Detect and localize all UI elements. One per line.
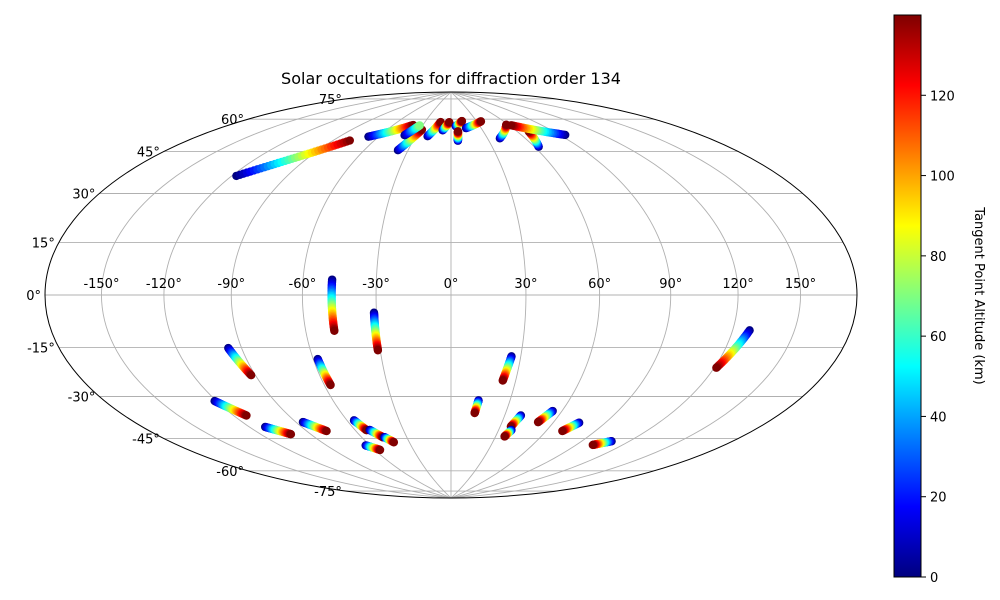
lat-tick-label: 75° <box>319 93 342 108</box>
occultation-track <box>327 275 339 335</box>
track-point <box>558 426 567 436</box>
occultation-track <box>361 441 385 455</box>
colorbar-tick-label: 20 <box>930 491 947 506</box>
occultation-track <box>558 418 584 436</box>
occultation-track <box>495 120 511 143</box>
track-point <box>246 371 256 380</box>
track-point <box>498 376 507 385</box>
map-boundary <box>44 91 858 499</box>
track-point <box>533 417 543 427</box>
occultation-track <box>380 432 399 447</box>
lat-tick-label: 30° <box>72 188 95 203</box>
colorbar-gradient <box>893 14 922 578</box>
occultation-track <box>506 411 526 431</box>
lat-tick-label: -75° <box>314 485 342 500</box>
track-point <box>457 116 467 126</box>
occultation-tracks <box>210 116 754 455</box>
lon-tick-label: 0° <box>444 277 459 292</box>
lat-tick-label: -30° <box>68 391 96 406</box>
chart-title: Solar occultations for diffraction order… <box>281 69 621 88</box>
track-point <box>345 136 354 145</box>
occultation-track <box>369 308 383 355</box>
track-point <box>500 432 509 441</box>
track-point <box>286 430 296 439</box>
lon-tick-label: 150° <box>785 277 816 292</box>
track-point <box>445 118 454 127</box>
lon-tick-label: -90° <box>217 277 245 292</box>
lon-tick-label: 30° <box>514 277 537 292</box>
occultation-track <box>210 396 251 420</box>
lat-tick-label: 0° <box>26 289 41 304</box>
occultation-track <box>712 326 754 372</box>
occultation-track <box>498 352 516 385</box>
occultation-track <box>533 406 557 427</box>
occultation-track <box>507 121 570 140</box>
track-point <box>588 440 598 450</box>
occultation-track <box>298 417 331 436</box>
track-point <box>322 426 331 436</box>
occultation-track <box>588 437 616 450</box>
map-area: -150° -120° -90° -60° -30° 0° 30° 60° 90° 120° 150… <box>26 91 858 500</box>
latitude-tick-labels: -75° -60° -45° -30° -15° 0° 15° 30° 45° 60° 75° <box>26 93 342 500</box>
lat-tick-label: 15° <box>32 236 55 251</box>
occultation-track <box>393 125 427 155</box>
occultation-track <box>453 127 463 145</box>
track-point <box>375 445 385 455</box>
occultation-track <box>313 354 335 390</box>
lat-tick-label: -60° <box>216 465 244 480</box>
lon-tick-label: 90° <box>659 277 682 292</box>
occultation-track <box>224 343 256 380</box>
colorbar-tick-label: 80 <box>930 250 947 265</box>
occultation-track <box>400 121 424 140</box>
colorbar-tick-label: 40 <box>930 410 947 425</box>
track-point <box>389 438 399 447</box>
track-point <box>326 380 335 390</box>
occultation-track <box>261 422 296 439</box>
track-point <box>470 408 479 418</box>
occultation-track <box>438 118 454 135</box>
lat-tick-label: -45° <box>132 433 160 448</box>
lat-tick-label: 45° <box>137 145 160 160</box>
occultation-track <box>364 120 418 141</box>
occultation-track <box>500 425 516 441</box>
colorbar-tick-label: 0 <box>930 571 938 586</box>
lon-tick-label: -30° <box>362 277 390 292</box>
track-point <box>373 346 383 355</box>
track-point <box>507 121 516 130</box>
occultation-track <box>461 117 486 133</box>
colorbar-ticks: 0 20 40 60 80 100 120 <box>921 89 955 586</box>
track-point <box>476 117 486 126</box>
colorbar-label: Tangent Point Altitude (km) <box>971 206 986 384</box>
longitude-tick-labels: -150° -120° -90° -60° -30° 0° 30° 60° 90° 120° 150… <box>83 277 816 292</box>
lat-tick-label: -15° <box>27 342 55 357</box>
colorbar-tick-label: 120 <box>930 89 955 104</box>
occultation-track <box>232 136 354 181</box>
lat-tick-label: 60° <box>221 113 244 128</box>
lon-tick-label: 60° <box>588 277 611 292</box>
colorbar-tick-label: 100 <box>930 170 955 185</box>
lon-tick-label: -60° <box>289 277 317 292</box>
graticule <box>45 92 857 498</box>
lon-tick-label: -120° <box>146 277 182 292</box>
lon-tick-label: -150° <box>83 277 119 292</box>
track-point <box>242 411 251 420</box>
track-point <box>330 326 339 335</box>
lon-tick-label: 120° <box>722 277 753 292</box>
track-point <box>712 363 721 372</box>
track-point <box>415 121 424 130</box>
occultation-track <box>470 396 483 418</box>
track-point <box>453 127 463 136</box>
occultation-track <box>423 117 445 141</box>
colorbar: 0 20 40 60 80 100 120 Tangent Point Altitude (… <box>893 14 986 586</box>
colorbar-tick-label: 60 <box>930 330 947 345</box>
